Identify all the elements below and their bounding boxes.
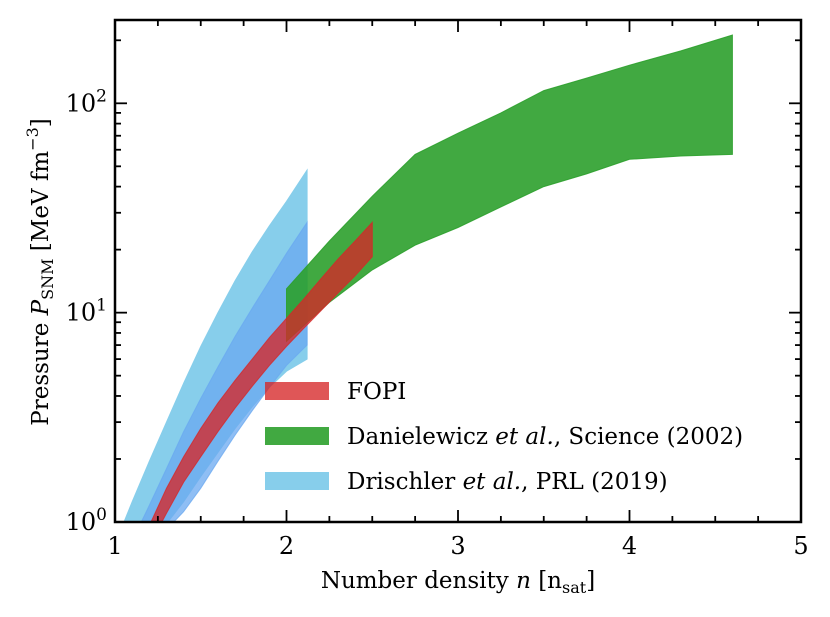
legend: FOPI Danielewicz et al., Science (2002) Dr…: [265, 379, 743, 495]
band-2: [286, 34, 733, 343]
legend-label: Danielewicz et al., Science (2002): [347, 424, 743, 450]
plot-frame: [113, 18, 803, 524]
x-axis-label: Number density n [nsat]: [321, 568, 595, 597]
legend-label: Drischler et al., PRL (2019): [347, 469, 668, 495]
band-3: [150, 221, 373, 522]
x-tick-label: 1: [107, 532, 122, 560]
legend-swatch: [265, 382, 329, 400]
legend-swatch: [265, 427, 329, 445]
y-tick-label: 102: [66, 86, 107, 117]
band-1: [140, 220, 308, 522]
data-bands: [123, 34, 733, 522]
tick-labels: 1 2 3 4 5 100 101 102: [66, 86, 809, 560]
x-tick-label: 5: [793, 532, 808, 560]
x-tick-label: 2: [279, 532, 294, 560]
legend-swatch: [265, 472, 329, 490]
y-tick-label: 101: [66, 296, 107, 327]
y-tick-label: 100: [66, 505, 107, 536]
x-tick-label: 3: [450, 532, 465, 560]
band-0: [123, 168, 308, 522]
legend-label: FOPI: [347, 379, 406, 405]
y-axis-label: Pressure PSNM [MeV fm−3]: [23, 118, 57, 426]
x-tick-label: 4: [622, 532, 637, 560]
